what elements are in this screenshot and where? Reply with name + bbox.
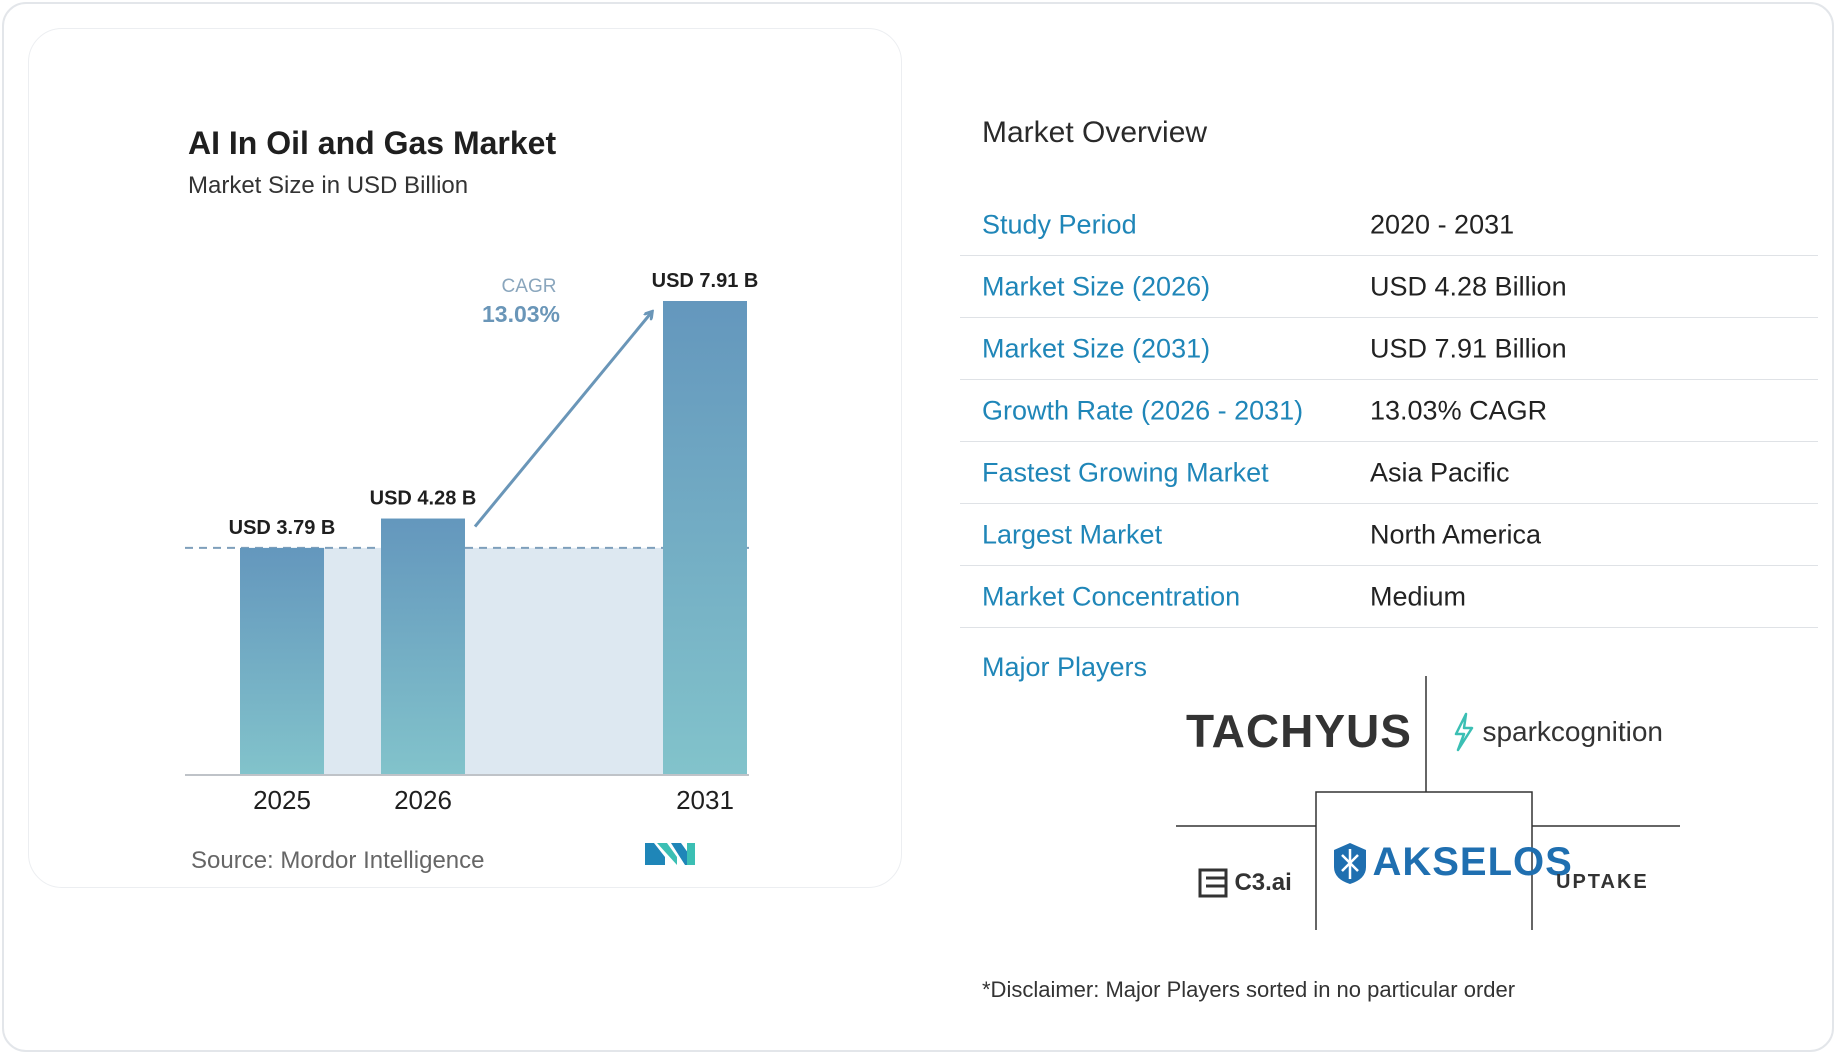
row-key: Market Concentration xyxy=(982,581,1241,611)
major-players-label: Major Players xyxy=(982,652,1148,682)
chart-card: AI In Oil and Gas Market Market Size in … xyxy=(28,28,902,888)
cagr-arrow xyxy=(473,313,651,528)
row-value: North America xyxy=(1370,519,1542,549)
baseline-band xyxy=(185,546,749,775)
bars-layer xyxy=(240,301,747,775)
overview-row: Study Period 2020 - 2031 xyxy=(960,194,1818,256)
cagr-value: 13.03% xyxy=(482,301,560,327)
row-value: USD 4.28 Billion xyxy=(1370,271,1567,301)
bar-chart: USD 3.79 B 2025 USD 4.28 B 2026 USD 7.91 B 20… xyxy=(185,270,759,815)
overview-row: Largest Market North America xyxy=(960,504,1818,566)
mordor-intelligence-logo xyxy=(645,843,695,865)
row-key: Market Size (2026) xyxy=(982,271,1211,301)
reference-band xyxy=(282,547,705,775)
c3-mark-icon xyxy=(1198,868,1228,898)
row-key: Growth Rate (2026 - 2031) xyxy=(982,395,1304,425)
row-value: Asia Pacific xyxy=(1370,457,1510,487)
cagr-label: CAGR xyxy=(502,276,557,297)
row-value: Medium xyxy=(1370,581,1467,611)
x-tick-2031: 2031 xyxy=(676,785,734,815)
akselos-shield-icon xyxy=(1334,842,1366,884)
overview-title: Market Overview xyxy=(982,116,1208,149)
c3ai-logo-wrap: C3.ai xyxy=(1198,868,1292,898)
overview-row: Market Concentration Medium xyxy=(960,566,1818,628)
bar-2025 xyxy=(240,547,324,775)
x-tick-2026: 2026 xyxy=(394,785,452,815)
tachyus-logo: TACHYUS xyxy=(1186,705,1412,757)
labels-layer: USD 3.79 B 2025 USD 4.28 B 2026 USD 7.91 B 20… xyxy=(229,270,759,815)
data-label-2025: USD 3.79 B xyxy=(229,517,336,539)
disclaimer-note: *Disclaimer: Major Players sorted in no … xyxy=(982,977,1516,1002)
uptake-logo: UPTAKE xyxy=(1556,871,1649,893)
akselos-logo: AKSELOS xyxy=(1372,840,1573,884)
c3ai-logo: C3.ai xyxy=(1234,869,1292,896)
row-value: 2020 - 2031 xyxy=(1370,209,1515,239)
overview-row: Growth Rate (2026 - 2031) 13.03% CAGR xyxy=(960,380,1818,442)
data-label-2026: USD 4.28 B xyxy=(370,488,477,510)
x-tick-2025: 2025 xyxy=(253,785,311,815)
spark-bolt-icon xyxy=(1454,712,1474,752)
chart-title: AI In Oil and Gas Market xyxy=(188,125,557,161)
chart-subtitle: Market Size in USD Billion xyxy=(188,172,469,199)
row-value: USD 7.91 Billion xyxy=(1370,333,1567,363)
overview-row: Market Size (2031) USD 7.91 Billion xyxy=(960,318,1818,380)
source-note: Source: Mordor Intelligence xyxy=(191,847,485,874)
row-key: Market Size (2031) xyxy=(982,333,1211,363)
akselos-logo-wrap: AKSELOS xyxy=(1332,840,1573,885)
sparkcognition-logo: sparkcognition xyxy=(1482,716,1664,747)
row-key: Fastest Growing Market xyxy=(982,457,1269,487)
row-key: Largest Market xyxy=(982,519,1163,549)
sparkcognition-logo-wrap: sparkcognition xyxy=(1450,712,1663,752)
row-key: Study Period xyxy=(982,209,1137,239)
overview-row: Fastest Growing Market Asia Pacific xyxy=(960,442,1818,504)
overview-row: Market Size (2026) USD 4.28 Billion xyxy=(960,256,1818,318)
row-value: 13.03% CAGR xyxy=(1370,395,1548,425)
bar-2026 xyxy=(381,518,465,775)
bar-2031 xyxy=(663,301,747,775)
data-label-2031: USD 7.91 B xyxy=(652,270,759,292)
players-grid-lines xyxy=(1176,676,1680,930)
